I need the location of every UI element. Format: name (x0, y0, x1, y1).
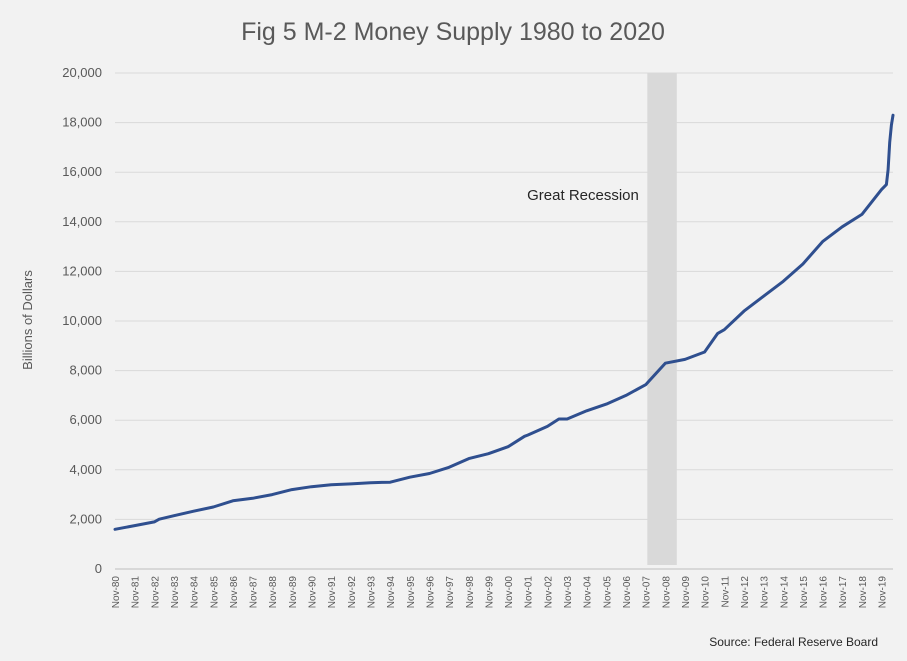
x-tick-label: Nov-13 (760, 576, 771, 609)
x-tick-label: Nov-92 (347, 576, 358, 609)
x-tick-label: Nov-12 (740, 576, 751, 609)
x-tick-label: Nov-09 (681, 576, 692, 609)
x-tick-label: Nov-19 (878, 576, 889, 609)
x-tick-label: Nov-99 (484, 576, 495, 609)
y-axis-label: Billions of Dollars (20, 270, 35, 370)
x-tick-label: Nov-88 (268, 576, 279, 609)
x-tick-label: Nov-82 (150, 576, 161, 609)
x-tick-label: Nov-80 (111, 576, 122, 609)
x-axis-ticks: Nov-80 Nov-81 Nov-82 Nov-83 Nov-84 Nov-85 Nov-… (111, 576, 889, 609)
x-tick-label: Nov-93 (367, 576, 378, 609)
y-tick-label: 2,000 (69, 511, 102, 526)
x-tick-label: Nov-14 (779, 576, 790, 609)
x-tick-label: Nov-16 (819, 576, 830, 609)
x-tick-label: Nov-00 (504, 576, 515, 609)
x-tick-label: Nov-08 (661, 576, 672, 609)
x-tick-label: Nov-81 (131, 576, 142, 609)
x-tick-label: Nov-03 (563, 576, 574, 609)
source-note: Source: Federal Reserve Board (709, 635, 878, 649)
y-tick-label: 10,000 (62, 313, 102, 328)
y-tick-label: 14,000 (62, 214, 102, 229)
x-tick-label: Nov-17 (838, 576, 849, 609)
x-tick-label: Nov-07 (642, 576, 653, 609)
series-layer (113, 113, 895, 531)
x-tick-label: Nov-04 (583, 576, 594, 609)
x-tick-label: Nov-05 (602, 576, 613, 609)
y-tick-label: 20,000 (62, 65, 102, 80)
x-tick-label: Nov-01 (524, 576, 535, 609)
x-tick-label: Nov-97 (445, 576, 456, 609)
x-tick-label: Nov-91 (327, 576, 338, 609)
x-tick-label: Nov-87 (249, 576, 260, 609)
series-line (113, 113, 895, 531)
y-tick-label: 18,000 (62, 115, 102, 130)
y-tick-label: 8,000 (69, 363, 102, 378)
y-tick-label: 6,000 (69, 412, 102, 427)
chart-title: Fig 5 M-2 Money Supply 1980 to 2020 (241, 18, 665, 46)
x-tick-label: Nov-89 (288, 576, 299, 609)
x-tick-label: Nov-84 (190, 576, 201, 609)
x-tick-label: Nov-94 (386, 576, 397, 609)
y-tick-label: 12,000 (62, 263, 102, 278)
x-tick-label: Nov-06 (622, 576, 633, 609)
x-tick-label: Nov-11 (720, 576, 731, 608)
x-tick-label: Nov-10 (701, 576, 712, 609)
x-tick-label: Nov-83 (170, 576, 181, 609)
y-tick-label: 4,000 (69, 462, 102, 477)
y-tick-label: 0 (95, 561, 102, 576)
x-tick-label: Nov-90 (308, 576, 319, 609)
x-tick-label: Nov-85 (209, 576, 220, 609)
recession-annotation: Great Recession (527, 187, 639, 204)
x-tick-label: Nov-95 (406, 576, 417, 609)
x-tick-label: Nov-86 (229, 576, 240, 609)
x-tick-label: Nov-15 (799, 576, 810, 609)
x-tick-label: Nov-96 (425, 576, 436, 609)
recession-shading (647, 73, 677, 565)
y-axis-ticks: 0 2,000 4,000 6,000 8,000 10,000 12,000 14,000 1… (62, 65, 102, 576)
gridlines (115, 72, 893, 520)
x-tick-label: Nov-98 (465, 576, 476, 609)
x-tick-label: Nov-02 (543, 576, 554, 609)
recession-layer (647, 73, 677, 565)
x-tick-label: Nov-18 (858, 576, 869, 609)
y-tick-label: 16,000 (62, 164, 102, 179)
